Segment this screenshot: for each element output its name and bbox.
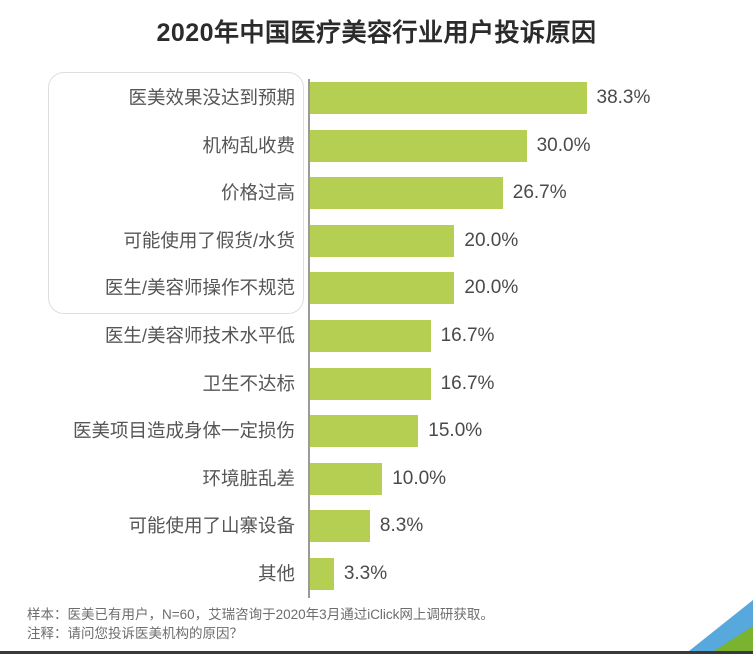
bar-row: 其他 3.3% <box>0 558 753 590</box>
bar-plot-area: 医美效果没达到预期 38.3% 机构乱收费 30.0% 价格过高 26.7% 可能使用了假货… <box>0 78 753 598</box>
bar-category-label: 医生/美容师操作不规范 <box>104 277 295 299</box>
bar-value-label: 26.7% <box>512 182 567 204</box>
footnote-note: 注释：请问您投诉医美机构的原因？ <box>27 626 243 641</box>
bar-category-label: 卫生不达标 <box>202 372 295 394</box>
bar-category-label: 环境脏乱差 <box>202 467 295 489</box>
bar-value-label: 16.7% <box>440 372 495 394</box>
bar <box>310 272 455 305</box>
bar <box>310 177 503 210</box>
bar-category-label: 机构乱收费 <box>202 134 295 156</box>
category-axis-line <box>308 79 310 598</box>
footnote-sample: 样本：医美已有用户，N=60，艾瑞咨询于2020年3月通过iClick网上调研获… <box>27 607 494 622</box>
bar-value-label: 3.3% <box>343 563 388 584</box>
bar-row: 环境脏乱差 10.0% <box>0 462 753 495</box>
bar-category-label: 其他 <box>257 563 295 584</box>
bottom-rule-divider <box>0 651 753 654</box>
bar-category-label: 价格过高 <box>220 182 295 204</box>
bar-row: 医生/美容师技术水平低 16.7% <box>0 320 753 352</box>
bar-value-label: 38.3% <box>596 87 651 108</box>
bar-row: 医生/美容师操作不规范 20.0% <box>0 272 753 305</box>
bar-value-label: 30.0% <box>536 134 591 156</box>
bar-value-label: 15.0% <box>428 420 483 442</box>
bar-row: 价格过高 26.7% <box>0 177 753 210</box>
bar-value-label: 20.0% <box>464 277 519 299</box>
bar <box>310 462 383 495</box>
bar-category-label: 医美效果没达到预期 <box>128 87 295 108</box>
bar-category-label: 可能使用了山寨设备 <box>128 515 295 537</box>
bar-row: 卫生不达标 16.7% <box>0 367 753 400</box>
footnotes: 样本：医美已有用户，N=60，艾瑞咨询于2020年3月通过iClick网上调研获… <box>27 605 727 643</box>
bar-value-label: 16.7% <box>440 325 495 346</box>
bar-row: 医美效果没达到预期 38.3% <box>0 82 753 114</box>
bar-row: 可能使用了假货/水货 20.0% <box>0 224 753 257</box>
bar <box>310 510 370 543</box>
bar <box>310 320 431 352</box>
chart-title: 2020年中国医疗美容行业用户投诉原因 <box>156 19 597 47</box>
bar-category-label: 医生/美容师技术水平低 <box>104 325 295 346</box>
bar <box>310 129 527 162</box>
bar-row: 可能使用了山寨设备 8.3% <box>0 510 753 543</box>
top-categories-highlight-box <box>48 72 304 314</box>
bar-row: 机构乱收费 30.0% <box>0 129 753 162</box>
bar-value-label: 10.0% <box>392 467 447 489</box>
bar <box>310 558 334 590</box>
bar-row: 医美项目造成身体一定损伤 15.0% <box>0 415 753 448</box>
bar <box>310 82 587 114</box>
bar-category-label: 医美项目造成身体一定损伤 <box>72 420 295 442</box>
bar <box>310 224 455 257</box>
bar-category-label: 可能使用了假货/水货 <box>123 229 295 251</box>
logo-triangle-shape <box>689 600 753 651</box>
corner-triangle-logo <box>667 600 753 651</box>
bar <box>310 367 431 400</box>
bar-value-label: 20.0% <box>464 229 519 251</box>
bar-value-label: 8.3% <box>379 515 424 537</box>
bar <box>310 415 419 448</box>
